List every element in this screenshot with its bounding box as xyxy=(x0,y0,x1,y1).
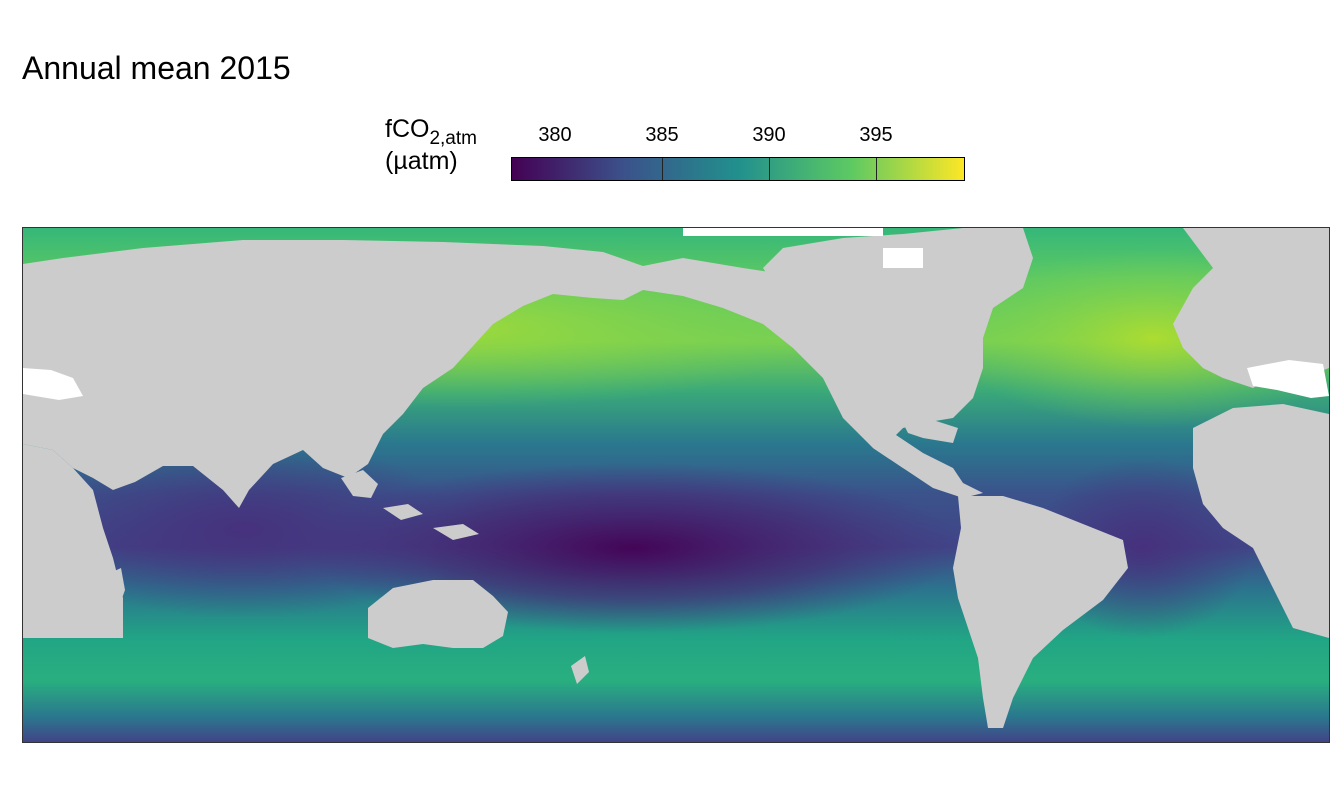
map-panel xyxy=(22,227,1330,743)
legend-tick-label-385: 385 xyxy=(645,124,679,146)
new-guinea-landmass xyxy=(433,524,479,540)
maritime-continent-island xyxy=(383,504,423,520)
missing-data-patch xyxy=(883,248,923,268)
missing-data-patch xyxy=(1247,360,1329,398)
legend-tick-label-390: 390 xyxy=(752,124,786,146)
ocean-fco2-map xyxy=(23,228,1329,742)
legend-tick-390 xyxy=(876,158,877,180)
legend-colorbar xyxy=(511,157,965,181)
legend-tick-label-380: 380 xyxy=(538,124,572,146)
new-zealand-landmass xyxy=(571,656,589,684)
chart-title: Annual mean 2015 xyxy=(22,50,291,86)
africa-landmass xyxy=(23,444,123,638)
caribbean-landmass xyxy=(903,420,958,443)
land-masses xyxy=(23,228,1329,728)
legend-tick-385 xyxy=(769,158,770,180)
west-africa-landmass xyxy=(1193,404,1329,638)
south-america-landmass xyxy=(953,496,1128,728)
eurasia-landmass xyxy=(23,240,963,508)
legend-tick-label-395: 395 xyxy=(859,124,893,146)
north-america-landmass xyxy=(763,228,1033,498)
europe-landmass xyxy=(1173,228,1329,388)
missing-data-patch xyxy=(23,368,83,400)
legend-tick-380 xyxy=(662,158,663,180)
legend-variable: fCO xyxy=(385,115,430,143)
maritime-continent-island xyxy=(341,470,378,498)
legend-subscript: 2,atm xyxy=(429,128,477,149)
missing-data-patch xyxy=(683,228,883,236)
australia-landmass xyxy=(368,580,508,648)
missing-data-areas xyxy=(23,228,1329,400)
legend-unit: (µatm) xyxy=(385,147,458,175)
legend-title: fCO2,atm (µatm) xyxy=(385,114,477,176)
madagascar-landmass xyxy=(108,568,125,612)
